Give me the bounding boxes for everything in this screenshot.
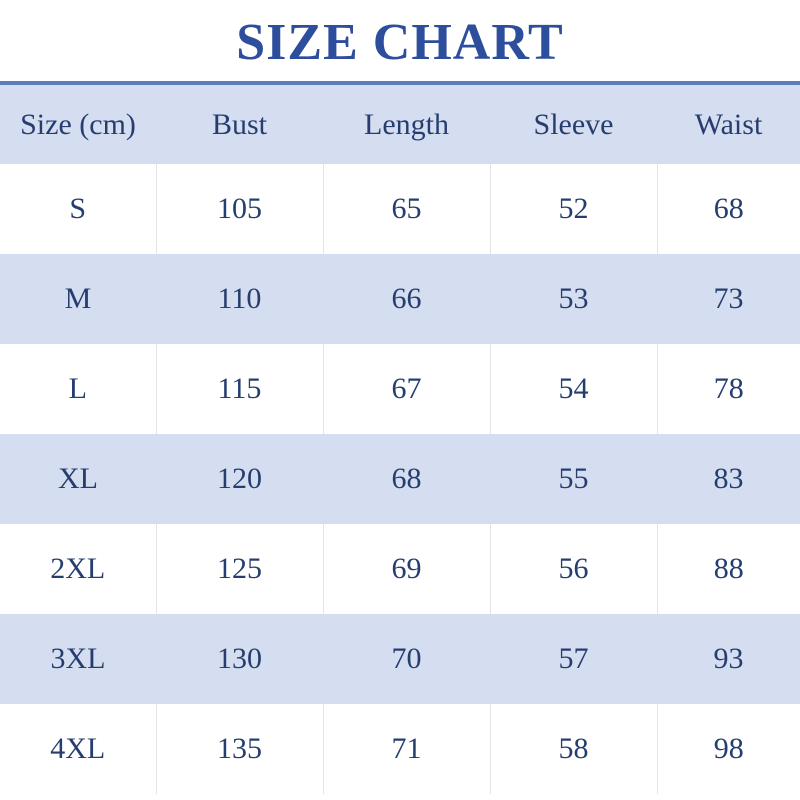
table-row: 2XL 125 69 56 88 (0, 524, 800, 614)
measurement-cell: 130 (217, 642, 262, 675)
size-table: Size (cm) Bust Length Sleeve Waist S 105 65 52 6… (0, 81, 800, 794)
measurement-cell: 115 (155, 344, 323, 434)
measurement-cell: 135 (155, 704, 323, 794)
size-label-cell: 4XL (50, 732, 106, 765)
table-row: S 105 65 52 68 (0, 164, 800, 254)
page-title: SIZE CHART (236, 13, 564, 71)
measurement-cell: 66 (391, 282, 422, 315)
measurement-cell: 98 (656, 704, 800, 794)
measurement-cell: 56 (489, 524, 657, 614)
table-body: S 105 65 52 68 M 110 66 53 73 L 115 67 54 78 XL 120 68 55 8… (0, 164, 800, 794)
measurement-cell: 52 (489, 164, 657, 254)
measurement-cell: 57 (558, 642, 589, 675)
measurement-cell: 83 (713, 462, 744, 495)
table-row: 3XL 130 70 57 93 (0, 614, 800, 704)
table-row: 4XL 135 71 58 98 (0, 704, 800, 794)
measurement-cell: 55 (558, 462, 589, 495)
title-bar: SIZE CHART (0, 0, 800, 81)
size-label-cell: L (68, 372, 87, 405)
measurement-cell: 105 (155, 164, 323, 254)
header-cell: Bust (211, 107, 268, 141)
table-row: M 110 66 53 73 (0, 254, 800, 344)
measurement-cell: 73 (713, 282, 744, 315)
measurement-cell: 54 (489, 344, 657, 434)
measurement-cell: 69 (322, 524, 490, 614)
header-cell: Waist (694, 107, 763, 141)
measurement-cell: 58 (489, 704, 657, 794)
measurement-cell: 88 (656, 524, 800, 614)
table-row: L 115 67 54 78 (0, 344, 800, 434)
measurement-cell: 71 (322, 704, 490, 794)
size-label-cell: M (64, 282, 92, 315)
size-label-cell: XL (58, 462, 98, 495)
measurement-cell: 68 (656, 164, 800, 254)
header-cell: Sleeve (533, 107, 614, 141)
measurement-cell: 120 (217, 462, 262, 495)
measurement-cell: 78 (656, 344, 800, 434)
table-header-row: Size (cm) Bust Length Sleeve Waist (0, 83, 800, 164)
measurement-cell: 110 (217, 282, 262, 315)
size-label-cell: 2XL (50, 552, 106, 585)
table-row: XL 120 68 55 83 (0, 434, 800, 524)
measurement-cell: 70 (391, 642, 422, 675)
measurement-cell: 53 (558, 282, 589, 315)
measurement-cell: 67 (322, 344, 490, 434)
header-cell: Size (cm) (20, 107, 136, 141)
header-cell: Length (364, 107, 449, 141)
measurement-cell: 93 (713, 642, 744, 675)
size-label-cell: S (69, 192, 87, 225)
measurement-cell: 68 (391, 462, 422, 495)
measurement-cell: 65 (322, 164, 490, 254)
measurement-cell: 125 (155, 524, 323, 614)
size-label-cell: 3XL (50, 642, 106, 675)
